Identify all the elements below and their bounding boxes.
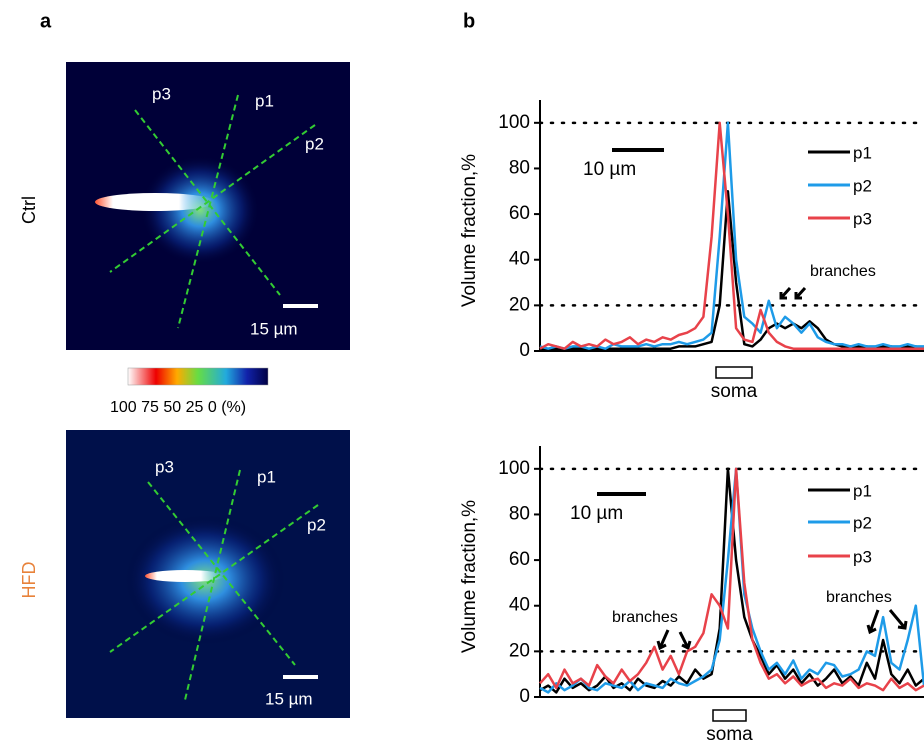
image-labels: p3 p1 p2 15 µm p3 p1 p2 15 µm <box>152 84 326 708</box>
profile-label: p1 <box>257 467 276 486</box>
soma-box <box>715 366 753 379</box>
micrograph <box>66 430 350 718</box>
scale-label: 10 µm <box>583 159 636 180</box>
profile-label: p3 <box>155 457 174 476</box>
profile-label: p2 <box>305 134 324 153</box>
y-tick-label: 0 <box>519 686 530 707</box>
scale-label: 15 µm <box>265 689 313 708</box>
y-tick-label: 60 <box>509 549 530 570</box>
arrows <box>656 286 908 651</box>
legend-label: p3 <box>853 547 872 566</box>
region-label: soma <box>706 724 753 745</box>
panel-label: a <box>40 10 52 32</box>
scale-label: 15 µm <box>250 319 298 338</box>
y-tick-label: 80 <box>509 157 530 178</box>
series-line <box>539 121 924 350</box>
y-tick-label: 20 <box>509 640 530 661</box>
legend-label: p3 <box>853 209 872 228</box>
profile-label: p3 <box>152 84 171 103</box>
y-axis-label: Volume fraction,% <box>459 154 480 307</box>
panel-label: b <box>463 10 475 32</box>
legend-label: p1 <box>853 481 872 500</box>
profile-label: p2 <box>307 515 326 534</box>
annotation: branches <box>826 589 892 606</box>
series-line <box>539 467 924 692</box>
colorbar <box>127 367 269 386</box>
y-tick-label: 20 <box>509 294 530 315</box>
group-label: Ctrl <box>19 196 39 224</box>
group-label: HFD <box>19 562 39 599</box>
soma-box <box>712 709 747 722</box>
annotation: branches <box>810 263 876 280</box>
y-tick-label: 40 <box>509 595 530 616</box>
legend-label: p1 <box>853 143 872 162</box>
micrograph <box>66 62 350 350</box>
y-tick-label: 60 <box>509 203 530 224</box>
y-tick-label: 100 <box>498 458 530 479</box>
annotation: branches <box>612 609 678 626</box>
y-axis-label: Volume fraction,% <box>459 500 480 653</box>
y-tick-label: 0 <box>519 340 530 361</box>
series-line <box>539 467 924 694</box>
profile-label: p1 <box>255 91 274 110</box>
series-line <box>539 121 924 350</box>
legend-label: p2 <box>853 513 872 532</box>
legend-label: p2 <box>853 176 872 195</box>
scale-label: 10 µm <box>570 503 623 524</box>
y-tick-label: 100 <box>498 112 530 133</box>
region-label: soma <box>711 381 758 402</box>
colorbar-label: 100 75 50 25 0 (%) <box>110 399 246 416</box>
y-tick-label: 40 <box>509 249 530 270</box>
y-tick-label: 80 <box>509 503 530 524</box>
